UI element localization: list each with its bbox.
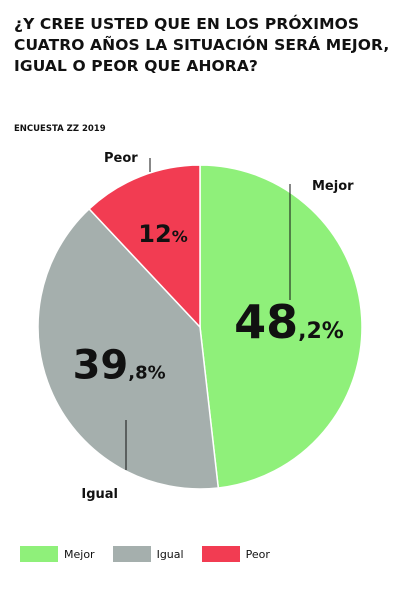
pie-slice-igual <box>37 207 220 490</box>
value-label-mejor: 48,2% <box>234 295 344 349</box>
chart-source: ENCUESTA ZZ 2019 <box>14 124 106 134</box>
legend-label-mejor: Mejor <box>64 547 95 561</box>
legend-item-peor: Peor <box>201 546 270 562</box>
legend-swatch-mejor <box>20 546 58 562</box>
category-label-igual: Igual <box>81 487 118 502</box>
legend-item-igual: Igual <box>112 546 184 562</box>
legend-swatch-igual <box>112 546 151 562</box>
legend-item-mejor: Mejor <box>20 546 95 562</box>
category-label-mejor: Mejor <box>312 179 354 194</box>
legend-swatch-peor <box>201 546 240 562</box>
legend-label-igual: Igual <box>156 547 184 561</box>
value-label-igual: 39,8% <box>73 342 166 388</box>
value-label-peor: 12% <box>138 220 187 248</box>
category-label-peor: Peor <box>104 151 138 166</box>
legend-label-peor: Peor <box>245 547 270 561</box>
pie-slice-peor <box>88 164 201 329</box>
chart-title: ¿Y CREE USTED QUE EN LOS PRÓXIMOS CUATRO… <box>14 15 390 75</box>
chart-legend: Mejor Igual Peor <box>20 546 288 562</box>
pie-slice-mejor <box>199 164 363 489</box>
